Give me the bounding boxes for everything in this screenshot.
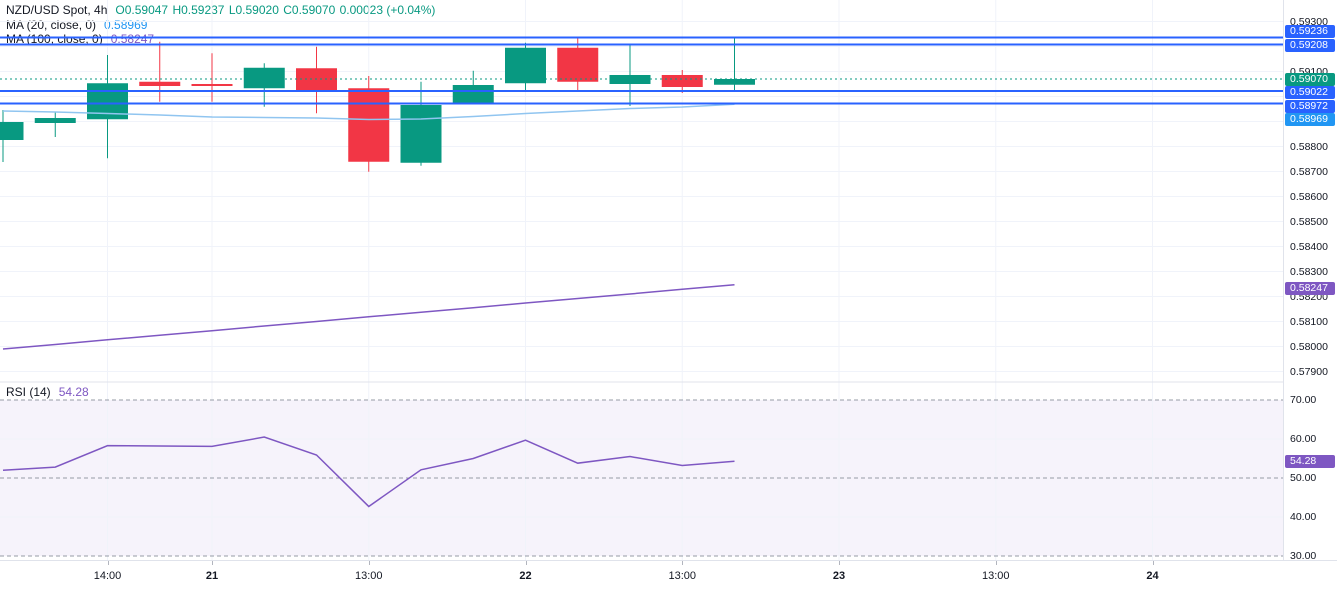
rsi-tick-label: 70.00 xyxy=(1290,394,1317,406)
ma20-line xyxy=(2,103,735,121)
price-badge-ma100-value: 0.58247 xyxy=(1285,281,1335,295)
ma100-legend-row[interactable]: MA (100, close, 0) 0.58247 xyxy=(6,32,436,47)
ohlc-values: O0.59047 H0.59237 L0.59020 C0.59070 0.00… xyxy=(115,3,436,17)
price-tick-label: 0.59300 xyxy=(1290,15,1328,28)
time-tick xyxy=(839,561,840,565)
candle-body-down xyxy=(139,81,181,86)
time-label: 23 xyxy=(832,570,846,582)
time-axis[interactable]: 14:00 21 13:00 22 13:00 23 13:00 24 xyxy=(0,560,1337,590)
time-tick xyxy=(107,561,109,565)
ma100-line xyxy=(2,284,735,350)
ma100-label: MA (100, close, 0) xyxy=(6,32,103,47)
price-axis[interactable]: 0.59300 0.59100 0.58800 0.58700 0.58600 0.585… xyxy=(1283,0,1337,562)
time-label: 21 xyxy=(205,570,219,582)
candle-body-up xyxy=(243,67,285,89)
candle-body-down xyxy=(191,84,233,86)
time-label: 14:00 xyxy=(93,570,122,582)
price-tick-label: 0.57900 xyxy=(1290,365,1328,378)
price-tick-label: 0.58600 xyxy=(1290,190,1328,203)
time-tick xyxy=(212,561,213,565)
open-value: O0.59047 xyxy=(115,3,169,18)
rsi-tick-label: 60.00 xyxy=(1290,433,1317,445)
candle-body-down xyxy=(348,88,390,162)
low-value: L0.59020 xyxy=(228,3,279,18)
price-badge-ma20-value: 0.58969 xyxy=(1285,113,1335,126)
price-tick-label: 0.58300 xyxy=(1290,265,1328,278)
rsi-label: RSI (14) xyxy=(6,385,51,399)
rsi-tick-label: 50.00 xyxy=(1290,472,1317,484)
price-tick-label: 0.58100 xyxy=(1290,315,1328,328)
time-label: 24 xyxy=(1146,570,1159,582)
candle-body-down xyxy=(661,75,703,87)
time-tick xyxy=(995,561,997,565)
time-tick xyxy=(1152,561,1154,565)
high-value: H0.59237 xyxy=(172,3,225,18)
time-label: 13:00 xyxy=(668,570,697,582)
time-tick xyxy=(368,561,370,565)
price-tick-label: 0.58400 xyxy=(1290,240,1328,253)
rsi-value-badge: 54.28 xyxy=(1285,454,1335,468)
price-tick-label: 0.58800 xyxy=(1290,140,1328,153)
symbol-legend-row[interactable]: NZD/USD Spot, 4h O0.59047 H0.59237 L0.59… xyxy=(6,3,436,18)
change-value: 0.00023 (+0.04%) xyxy=(339,3,436,18)
time-label: 13:00 xyxy=(354,570,383,582)
time-tick xyxy=(682,561,684,565)
time-label: 13:00 xyxy=(981,570,1010,582)
price-badge-drawn-line: 0.58972 xyxy=(1285,99,1335,113)
candle-body-up xyxy=(34,118,76,123)
time-label: 22 xyxy=(519,570,532,582)
rsi-tick-label: 40.00 xyxy=(1290,511,1317,523)
rsi-line xyxy=(2,436,735,508)
rsi-value: 54.28 xyxy=(58,385,89,399)
symbol-title: NZD/USD Spot, 4h xyxy=(6,3,108,18)
rsi-legend-row[interactable]: RSI (14) 54.28 xyxy=(6,385,89,399)
price-tick-label: 0.58700 xyxy=(1290,165,1328,178)
candle-body-up xyxy=(0,122,24,140)
price-badge-last-price: 0.59070 xyxy=(1285,72,1335,86)
candle-body-up xyxy=(400,105,442,163)
candle-body-up xyxy=(452,85,494,105)
close-value: C0.59070 xyxy=(283,3,336,18)
candle-body-down xyxy=(557,47,599,82)
price-badge-drawn-line: 0.59022 xyxy=(1285,86,1335,99)
time-tick xyxy=(525,561,527,565)
price-tick-label: 0.58000 xyxy=(1290,340,1328,353)
price-badge-drawn-line: 0.59236 xyxy=(1285,25,1335,38)
candle-body-up xyxy=(714,79,755,85)
price-badge-drawn-line: 0.59208 xyxy=(1285,38,1335,52)
ma100-value: 0.58247 xyxy=(110,32,155,47)
rsi-tick-label: 30.00 xyxy=(1290,550,1317,562)
candle-body-up xyxy=(505,47,546,84)
price-tick-label: 0.58500 xyxy=(1290,215,1328,228)
